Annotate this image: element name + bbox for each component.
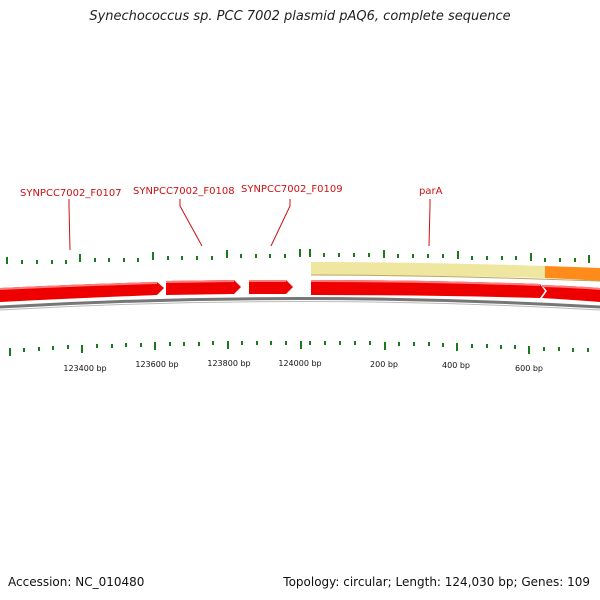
bp-label-123600: 123600 bp: [135, 360, 178, 369]
gene-track: [0, 280, 600, 302]
bp-label-600: 600 bp: [515, 364, 543, 373]
gene-arrow-para[interactable]: [311, 280, 545, 298]
feature-band-pale: [311, 262, 545, 278]
bp-label-123800: 123800 bp: [207, 359, 250, 368]
leader-line-para: [428, 199, 431, 247]
gene-arrow-f0108[interactable]: [166, 280, 241, 295]
leader-line-f0108: [179, 199, 203, 247]
bp-label-124000: 124000 bp: [278, 359, 321, 368]
leader-line-f0109: [270, 199, 291, 247]
gene-label-para[interactable]: parA: [419, 186, 443, 197]
gene-label-f0108[interactable]: SYNPCC7002_F0108: [133, 186, 235, 197]
feature-band-orange: [545, 266, 600, 281]
gene-label-f0107[interactable]: SYNPCC7002_F0107: [20, 188, 122, 199]
bp-label-123400: 123400 bp: [63, 364, 106, 373]
leader-line-f0107: [68, 199, 71, 251]
bp-label-200: 200 bp: [370, 360, 398, 369]
plasmid-backbone: [0, 297, 600, 309]
gene-arrow-next[interactable]: [542, 285, 600, 302]
bp-scale: 123400 bp 123600 bp 123800 bp 124000 bp …: [63, 359, 543, 373]
lower-tick-row: [9, 341, 589, 356]
gene-label-group: [68, 199, 431, 251]
upper-tick-row: [6, 249, 590, 264]
feature-band[interactable]: [310, 262, 600, 282]
bp-label-400: 400 bp: [442, 361, 470, 370]
gene-label-f0109[interactable]: SYNPCC7002_F0109: [241, 184, 343, 195]
topology-summary: Topology: circular; Length: 124,030 bp; …: [283, 575, 590, 589]
gene-arrow-f0109[interactable]: [249, 280, 293, 294]
map-title: Synechococcus sp. PCC 7002 plasmid pAQ6,…: [89, 9, 511, 24]
accession-text: Accession: NC_010480: [8, 575, 145, 589]
